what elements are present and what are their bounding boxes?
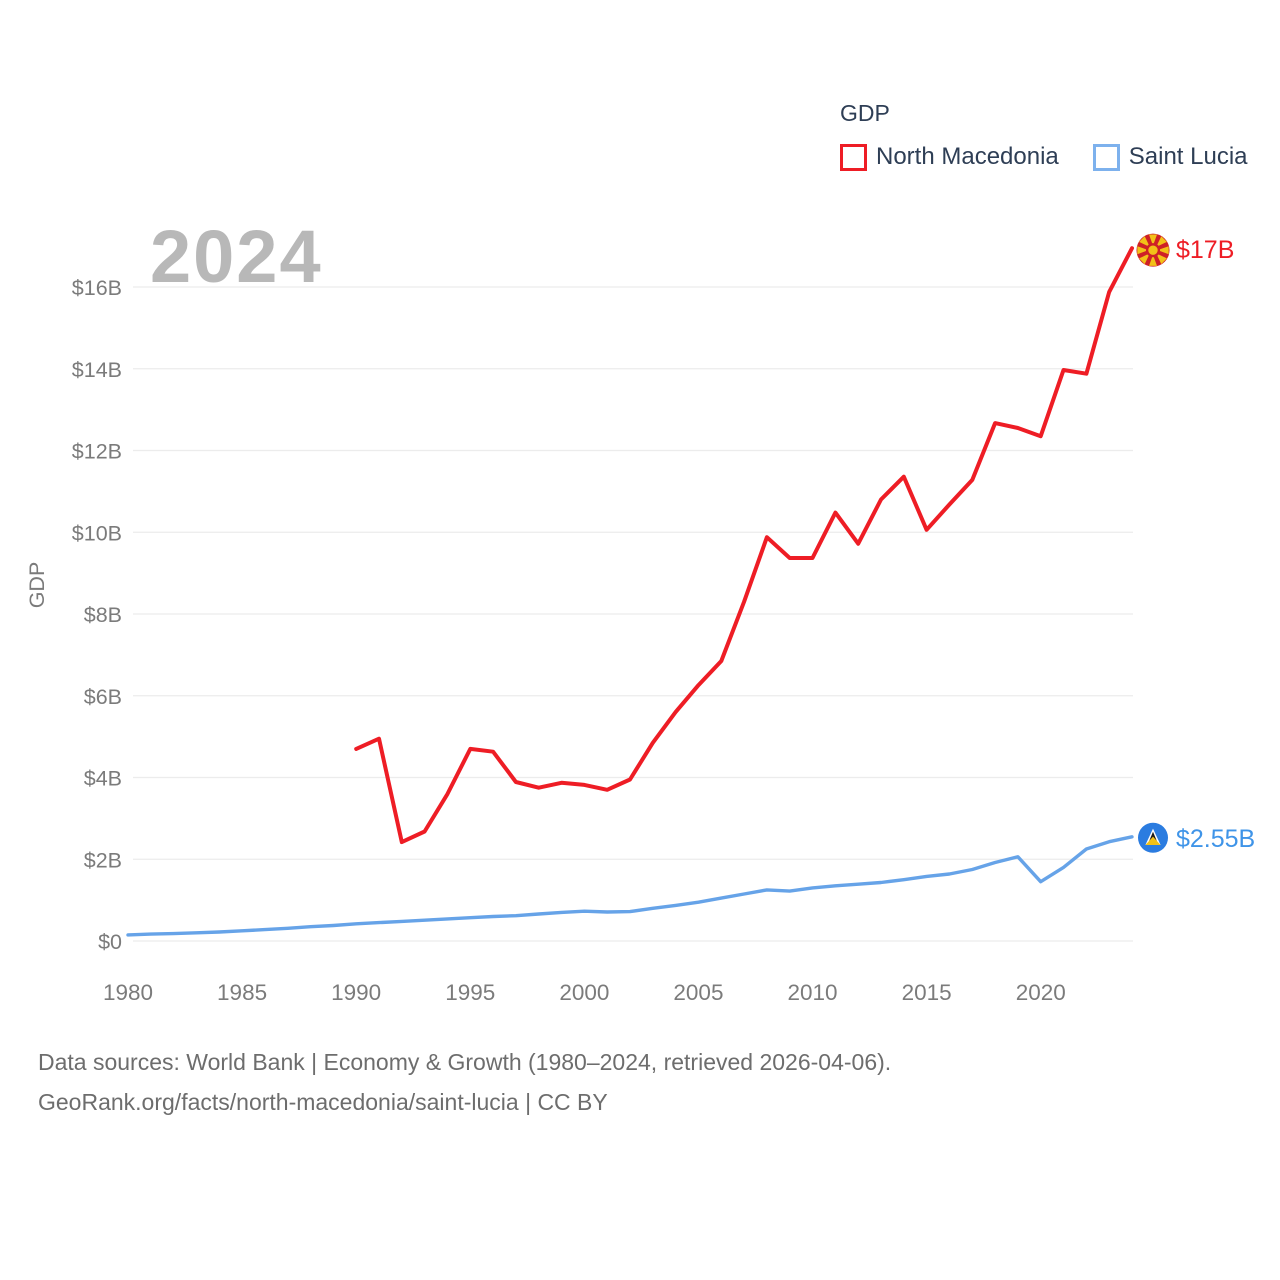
y-tick-label: $10B (72, 521, 122, 545)
y-tick-label: $8B (84, 603, 122, 627)
north-macedonia-flag-icon (1136, 233, 1170, 267)
x-tick-label: 2015 (902, 980, 952, 1005)
north-macedonia-swatch-icon (840, 143, 867, 171)
y-tick-label: $12B (72, 440, 122, 464)
x-tick-label: 2020 (1016, 980, 1066, 1005)
y-tick-label: $16B (72, 276, 122, 300)
chart-footer: Data sources: World Bank | Economy & Gro… (38, 1042, 891, 1122)
series-line-saint-lucia (126, 835, 1134, 937)
y-axis-title: GDP (25, 562, 49, 609)
series-end-label-saint-lucia: $2.55B (1176, 825, 1255, 853)
x-tick-label: 1980 (103, 980, 153, 1005)
x-tick-label: 1995 (445, 980, 495, 1005)
y-tick-label: $14B (72, 358, 122, 382)
legend-item-label: Saint Lucia (1128, 143, 1248, 170)
saint-lucia-flag-icon (1138, 822, 1168, 853)
x-tick-label: 2010 (788, 980, 838, 1005)
legend-title: GDP (840, 100, 890, 126)
saint-lucia-swatch-icon (1092, 143, 1120, 171)
y-tick-label: $4B (84, 767, 122, 791)
footer-data-sources: Data sources: World Bank | Economy & Gro… (38, 1049, 892, 1075)
legend-item-label: North Macedonia (876, 143, 1059, 170)
legend-item-saint-lucia[interactable]: Saint Lucia (1092, 143, 1248, 171)
x-tick-label: 2005 (673, 980, 723, 1005)
legend-items: North Macedonia Saint Lucia (840, 143, 1260, 171)
x-tick-label: 1985 (217, 980, 267, 1005)
y-tick-label: $6B (84, 685, 122, 709)
y-tick-label: $2B (84, 848, 122, 872)
gdp-line-chart: $0 $2B $4B $6B $8B $10B $12B $14B $16B 1980 1985 19… (25, 233, 1255, 1005)
x-tick-label: 2000 (559, 980, 609, 1005)
watermark-year: 2024 (150, 215, 323, 298)
x-tick-label: 1990 (331, 980, 381, 1005)
y-tick-label: $0 (98, 930, 122, 954)
series-end-label-north-macedonia: $17B (1176, 236, 1234, 264)
chart-legend: GDP North Macedonia Saint Lucia (840, 100, 1260, 171)
legend-item-north-macedonia[interactable]: North Macedonia (840, 143, 1059, 171)
series-line-north-macedonia (354, 246, 1134, 845)
footer-attribution-link[interactable]: GeoRank.org/facts/north-macedonia/saint-… (38, 1089, 608, 1115)
